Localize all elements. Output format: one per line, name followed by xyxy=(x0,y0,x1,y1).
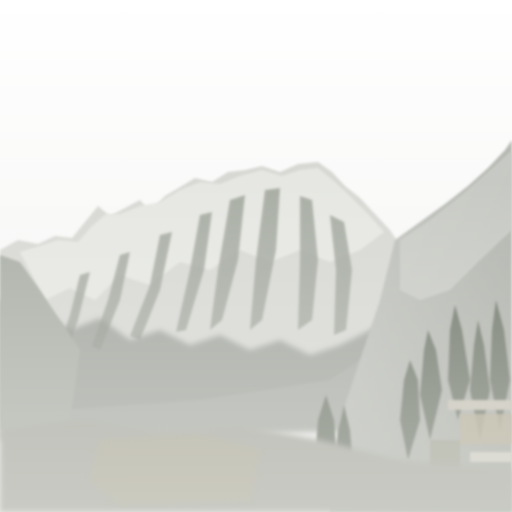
haze-overlay xyxy=(0,180,512,512)
